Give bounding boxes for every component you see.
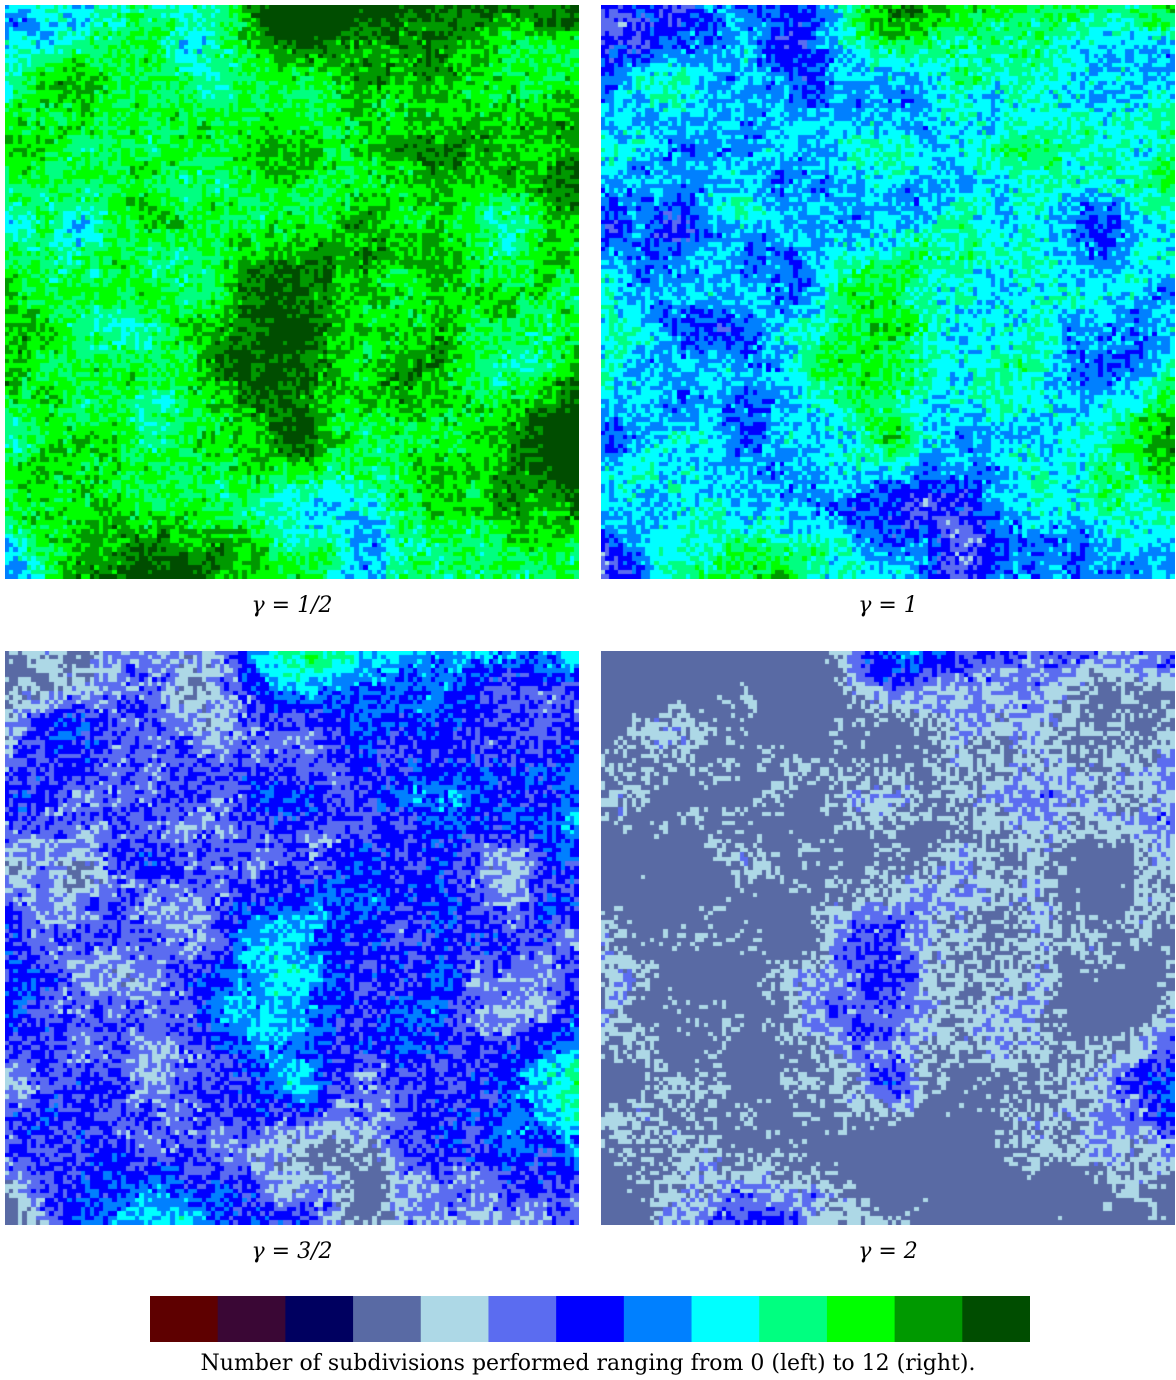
colorbar-swatch-4: [420, 1296, 490, 1342]
heatmap-canvas: [5, 5, 579, 579]
colorbar-swatch-1: [217, 1296, 286, 1342]
colorbar-swatch-11: [894, 1296, 963, 1342]
colorbar-swatch-2: [285, 1296, 354, 1342]
colorbar-swatch-9: [759, 1296, 828, 1342]
colorbar-swatch-10: [826, 1296, 896, 1342]
heatmap-canvas: [601, 651, 1175, 1225]
colorbar-swatch-7: [623, 1296, 693, 1342]
colorbar-swatch-0: [150, 1296, 219, 1342]
heatmap-panel-gamma-3-2: [5, 651, 579, 1225]
heatmap-panel-gamma-1: [601, 5, 1175, 579]
panel-caption: γ = 1: [858, 593, 918, 618]
panel-caption: γ = 1/2: [251, 593, 333, 618]
colorbar-swatch-5: [488, 1296, 557, 1342]
colorbar-svg: [150, 1296, 1030, 1342]
colorbar-swatch-12: [962, 1296, 1030, 1342]
colorbar-label: Number of subdivisions performed ranging…: [200, 1351, 976, 1376]
panel-caption: γ = 2: [858, 1239, 918, 1264]
heatmap-panel-gamma-2: [601, 651, 1175, 1225]
heatmap-panel-gamma-half: [5, 5, 579, 579]
panel-caption: γ = 3/2: [251, 1239, 333, 1264]
colorbar-swatch-6: [556, 1296, 625, 1342]
heatmap-canvas: [601, 5, 1175, 579]
colorbar-swatch-8: [691, 1296, 760, 1342]
colorbar-swatch-3: [353, 1296, 422, 1342]
heatmap-canvas: [5, 651, 579, 1225]
colorbar: [150, 1296, 1030, 1342]
